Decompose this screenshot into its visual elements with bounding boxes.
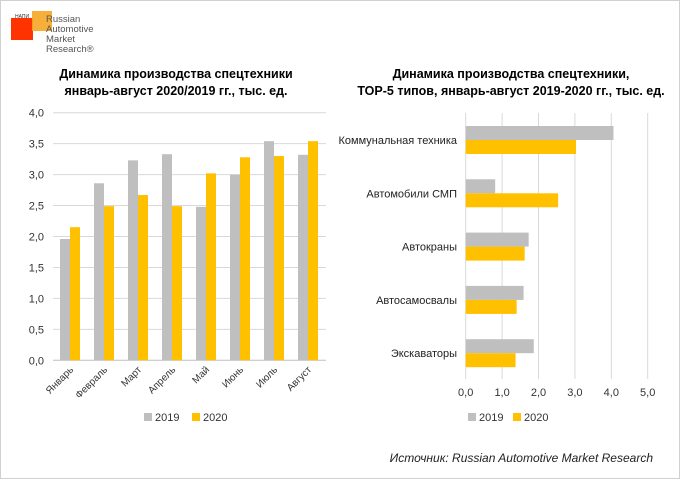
category-label: Коммунальная техника xyxy=(338,135,457,147)
bar-2020 xyxy=(172,206,182,361)
bar-2020 xyxy=(274,156,284,361)
y-tick-label: 0,0 xyxy=(29,355,44,367)
y-tick-label: 0,5 xyxy=(29,324,44,336)
y-tick-label: 3,0 xyxy=(29,170,44,182)
y-tick-label: 2,5 xyxy=(29,201,44,213)
bar-2020 xyxy=(308,141,318,361)
y-tick-label: 4,0 xyxy=(29,108,44,120)
y-tick-label: 1,5 xyxy=(29,262,44,274)
logo-red-square xyxy=(11,18,33,40)
bar-2019 xyxy=(465,126,614,140)
source-note: Источник: Russian Automotive Market Rese… xyxy=(389,451,653,465)
bar-2019 xyxy=(196,206,206,361)
bar-2019 xyxy=(128,160,138,361)
legend-label: 2020 xyxy=(203,412,227,424)
bar-2019 xyxy=(298,154,308,361)
legend-swatch-2019 xyxy=(144,413,152,421)
logo-small: НАПИ xyxy=(15,14,30,20)
y-tick-label: 1,0 xyxy=(29,293,44,305)
bar-2019 xyxy=(162,154,172,361)
x-tick-label: Март xyxy=(119,364,144,389)
category-label: Автосамосвалы xyxy=(376,295,457,307)
logo-line: Market xyxy=(46,34,76,45)
legend-swatch-2020 xyxy=(192,413,200,421)
category-label: Экскаваторы xyxy=(391,348,457,360)
title-line: ТОР-5 типов, январь-август 2019-2020 гг.… xyxy=(357,84,665,98)
right-chart-title: Динамика производства спецтехники, ТОР-5… xyxy=(341,66,679,100)
x-tick-label: Апрель xyxy=(146,365,178,397)
title-line: январь-август 2020/2019 гг., тыс. ед. xyxy=(64,84,288,98)
bar-2019 xyxy=(465,285,524,300)
legend-swatch-2019 xyxy=(468,413,476,421)
bar-2020 xyxy=(465,299,517,314)
bar-2020 xyxy=(138,195,148,361)
legend-label: 2020 xyxy=(524,412,548,424)
bar-2019 xyxy=(264,141,274,361)
x-tick-label: Июль xyxy=(254,365,280,391)
logo-text: Russian Automotive Market Research® xyxy=(46,15,94,55)
y-tick-label: 2,0 xyxy=(29,232,44,244)
bar-2019 xyxy=(465,179,496,194)
x-tick-label: Февраль xyxy=(74,365,111,402)
left-chart-title: Динамика производства спецтехники январь… xyxy=(21,66,331,100)
bar-2020 xyxy=(70,227,80,361)
bar-2020 xyxy=(206,173,216,361)
bar-2020 xyxy=(240,157,250,361)
legend-label: 2019 xyxy=(155,412,179,424)
x-tick-label: 5,0 xyxy=(640,387,655,399)
bar-2020 xyxy=(465,353,516,368)
y-tick-label: 3,5 xyxy=(29,139,44,151)
bar-2019 xyxy=(465,232,529,247)
title-line: Динамика производства спецтехники xyxy=(59,67,293,81)
x-tick-label: 2,0 xyxy=(531,387,546,399)
legend-label: 2019 xyxy=(479,412,503,424)
bar-2019 xyxy=(94,183,104,361)
logo-line: Automotive xyxy=(46,24,94,35)
x-tick-label: 1,0 xyxy=(494,387,509,399)
x-tick-label: 3,0 xyxy=(567,387,582,399)
bar-2020 xyxy=(104,206,114,361)
logo-line: Russian xyxy=(46,14,81,25)
x-tick-label: Август xyxy=(285,364,314,393)
x-tick-label: 4,0 xyxy=(604,387,619,399)
category-label: Автокраны xyxy=(402,242,457,254)
bar-2020 xyxy=(465,140,576,154)
bar-2020 xyxy=(465,246,525,261)
bar-2019 xyxy=(60,238,70,361)
logo-line: Research® xyxy=(46,44,94,55)
logo-orange-square xyxy=(32,11,52,31)
x-tick-label: 0,0 xyxy=(458,387,473,399)
bar-2020 xyxy=(465,193,559,208)
title-line: Динамика производства спецтехники, xyxy=(392,67,630,81)
legend-swatch-2020 xyxy=(513,413,521,421)
category-label: Автомобили СМП xyxy=(366,188,457,200)
x-tick-label: Май xyxy=(190,365,212,387)
x-tick-label: Январь xyxy=(44,365,76,397)
bar-2019 xyxy=(465,339,534,354)
bar-2019 xyxy=(230,174,240,361)
x-tick-label: Июнь xyxy=(220,365,246,391)
